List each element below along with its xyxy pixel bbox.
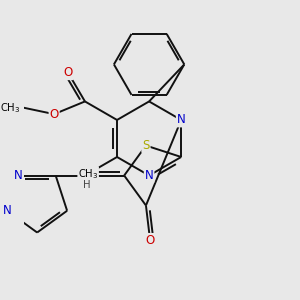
Text: N: N [14,169,23,182]
Text: N: N [145,169,154,182]
Text: N: N [3,204,12,217]
Text: S: S [142,139,150,152]
Text: O: O [146,234,155,247]
Text: H: H [83,180,91,190]
Text: N: N [177,113,185,127]
Text: CH$_3$: CH$_3$ [78,167,98,181]
Text: CH$_3$: CH$_3$ [0,101,21,115]
Text: O: O [50,108,59,121]
Text: O: O [63,66,73,79]
